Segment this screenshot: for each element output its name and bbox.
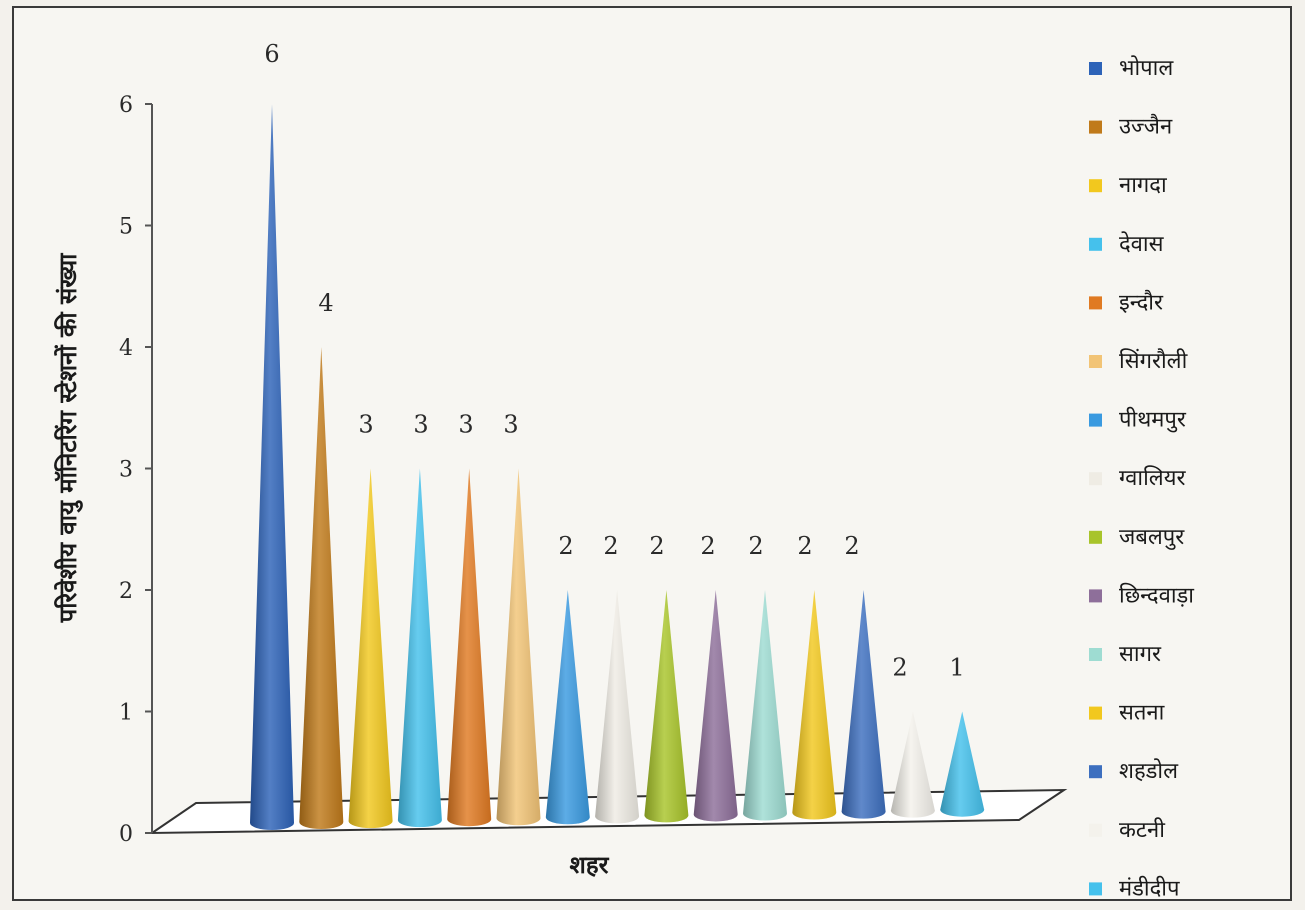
legend: भोपाल उज्जैन नागदा देवास इन्दौर सिंगरौली पीथमप…: [1089, 55, 1194, 901]
bar-cone: [841, 590, 886, 819]
bar-cone: [545, 590, 590, 825]
y-axis-ticks: 0 1 2 3 4 5 6: [119, 93, 152, 847]
legend-swatch: [1089, 765, 1102, 779]
legend-label: नागदा: [1119, 173, 1167, 198]
bar-cone: [250, 104, 294, 830]
data-label: 2: [748, 532, 763, 560]
legend-label: पीथमपुर: [1119, 407, 1187, 433]
legend-swatch: [1089, 472, 1102, 486]
bar-cone: [496, 468, 541, 826]
legend-swatch: [1089, 179, 1102, 193]
legend-label: भोपाल: [1119, 55, 1174, 81]
legend-swatch: [1089, 355, 1102, 368]
bar-cone: [595, 590, 640, 824]
data-label: 1: [949, 654, 964, 682]
legend-swatch: [1089, 62, 1102, 75]
legend-swatch: [1089, 237, 1102, 251]
legend-label: कटनी: [1119, 817, 1165, 843]
data-label: 2: [797, 532, 812, 560]
bar-cone: [447, 468, 492, 827]
data-label: 2: [892, 654, 907, 682]
data-label: 2: [558, 532, 573, 560]
data-label: 3: [413, 411, 428, 439]
legend-swatch: [1089, 882, 1102, 896]
data-label: 4: [318, 289, 333, 317]
legend-label: सतना: [1119, 701, 1165, 726]
bar-cone: [299, 347, 344, 830]
legend-swatch: [1089, 589, 1102, 603]
legend-label: शहडोल: [1119, 758, 1179, 784]
bar-cone: [940, 711, 985, 817]
y-tick-label: 0: [119, 822, 133, 847]
bar-cone: [890, 711, 935, 818]
data-label: 3: [503, 411, 518, 439]
legend-label: इन्दौर: [1119, 289, 1164, 315]
bar-cone: [644, 590, 689, 823]
y-tick-label: 5: [119, 215, 133, 240]
legend-swatch: [1089, 530, 1102, 544]
data-label: 2: [844, 532, 859, 560]
y-axis-title: परिवेशीय वायु मॉनिटरिंग स्टेशनों की संख्…: [54, 253, 83, 624]
legend-label: मंडीदीप: [1119, 875, 1180, 901]
legend-swatch: [1089, 706, 1102, 720]
legend-swatch: [1089, 413, 1102, 427]
data-label: 3: [458, 411, 473, 439]
bar-cone: [792, 590, 837, 820]
data-label: 6: [264, 40, 279, 68]
legend-swatch: [1089, 648, 1102, 661]
bar-cone: [743, 590, 787, 821]
legend-label: ग्वालियर: [1119, 465, 1186, 491]
data-label: 3: [358, 411, 373, 439]
legend-label: सिंगरौली: [1119, 348, 1188, 374]
legend-swatch: [1089, 120, 1102, 134]
bar-cone: [348, 468, 393, 829]
legend-swatch: [1089, 823, 1102, 837]
y-tick-label: 6: [119, 93, 133, 118]
data-label: 2: [603, 532, 618, 560]
y-tick-label: 4: [119, 336, 133, 361]
chart-frame: परिवेशीय वायु मॉनिटरिंग स्टेशनों की संख्…: [12, 6, 1292, 901]
legend-label: सागर: [1119, 642, 1162, 667]
legend-label: उज्जैन: [1119, 114, 1173, 140]
chart: परिवेशीय वायु मॉनिटरिंग स्टेशनों की संख्…: [54, 40, 1194, 901]
data-label: 2: [649, 532, 664, 560]
bars: [250, 104, 985, 830]
data-label: 2: [700, 532, 715, 560]
legend-label: छिन्दवाड़ा: [1119, 582, 1194, 608]
legend-swatch: [1089, 296, 1102, 310]
data-labels: 6 4 3 3 3 3 2 2 2 2 2 2 2 2 1: [264, 40, 964, 682]
legend-label: जबलपुर: [1119, 525, 1185, 550]
y-tick-label: 1: [119, 701, 133, 726]
x-axis-title: शहर: [570, 851, 610, 879]
y-tick-label: 2: [119, 579, 133, 604]
y-tick-label: 3: [119, 458, 133, 483]
legend-label: देवास: [1119, 231, 1165, 257]
bar-cone: [693, 590, 738, 822]
bar-cone: [397, 468, 442, 828]
